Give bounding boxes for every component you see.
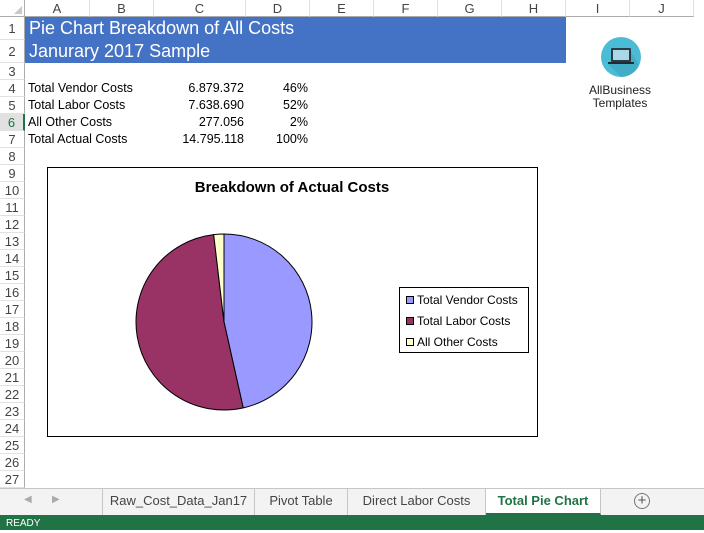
sheet-tab[interactable]: Pivot Table [255, 489, 348, 515]
sheet-subtitle: Janurary 2017 Sample [29, 41, 211, 61]
cost-label[interactable]: All Other Costs [28, 115, 113, 129]
legend-label: All Other Costs [417, 335, 498, 349]
row-header-12[interactable]: 12 [0, 216, 25, 233]
legend-entry[interactable]: Total Labor Costs [406, 313, 510, 329]
row-header-14[interactable]: 14 [0, 250, 25, 267]
pie-chart[interactable]: Breakdown of Actual Costs Total Vendor C… [47, 167, 538, 437]
status-bar: READY [0, 515, 704, 530]
cost-value[interactable]: 7.638.690 [188, 98, 244, 112]
sheet-title: Pie Chart Breakdown of All Costs [29, 18, 295, 38]
row-header-22[interactable]: 22 [0, 386, 25, 403]
row-header-20[interactable]: 20 [0, 352, 25, 369]
legend-swatch [406, 296, 414, 304]
scroll-left-icon[interactable]: ◀ [24, 494, 32, 505]
sheet-tab-bar: ◀ ▶ Raw_Cost_Data_Jan17 Pivot Table Direct… [0, 488, 704, 515]
column-header-C[interactable]: C [154, 0, 246, 17]
legend-entry[interactable]: Total Vendor Costs [406, 292, 518, 308]
row-header-27[interactable]: 27 [0, 471, 25, 488]
row-header-25[interactable]: 25 [0, 437, 25, 454]
row-header-18[interactable]: 18 [0, 318, 25, 335]
row-header-10[interactable]: 10 [0, 182, 25, 199]
cost-percent[interactable]: 52% [282, 98, 308, 112]
add-sheet-button[interactable]: + [634, 493, 650, 509]
cost-percent[interactable]: 100% [276, 132, 308, 146]
column-header-H[interactable]: H [502, 0, 566, 17]
row-header-4[interactable]: 4 [0, 80, 25, 97]
row-header-8[interactable]: 8 [0, 148, 25, 165]
legend-swatch [406, 338, 414, 346]
legend-entry[interactable]: All Other Costs [406, 334, 498, 350]
cost-label[interactable]: Total Labor Costs [28, 98, 126, 112]
row-header-7[interactable]: 7 [0, 131, 25, 148]
select-all-corner[interactable] [0, 0, 25, 17]
cost-value[interactable]: 6.879.372 [188, 81, 244, 95]
row-header-3[interactable]: 3 [0, 63, 25, 80]
chart-legend[interactable]: Total Vendor Costs Total Labor Costs All O… [399, 287, 529, 353]
column-header-B[interactable]: B [90, 0, 154, 17]
title-banner[interactable]: Pie Chart Breakdown of All Costs Janurar… [25, 17, 566, 63]
legend-swatch [406, 317, 414, 325]
column-header-I[interactable]: I [566, 0, 630, 17]
pie-slice-all-other-costs[interactable] [213, 233, 225, 323]
row-header-21[interactable]: 21 [0, 369, 25, 386]
cost-label[interactable]: Total Actual Costs [28, 132, 128, 146]
sheet-tab[interactable]: Total Pie Chart [486, 489, 601, 515]
cost-label[interactable]: Total Vendor Costs [28, 81, 133, 95]
pie-slice-total-vendor-costs[interactable] [223, 233, 313, 409]
row-header-16[interactable]: 16 [0, 284, 25, 301]
legend-label: Total Labor Costs [417, 314, 511, 328]
cost-percent[interactable]: 46% [282, 81, 308, 95]
scroll-right-icon[interactable]: ▶ [52, 494, 60, 505]
row-header-17[interactable]: 17 [0, 301, 25, 318]
laptop-icon [601, 37, 641, 77]
row-header-2[interactable]: 2 [0, 40, 25, 63]
chart-title: Breakdown of Actual Costs [194, 179, 390, 196]
row-header-5[interactable]: 5 [0, 97, 25, 114]
allbusiness-logo: AllBusiness Templates [585, 35, 655, 110]
column-header-J[interactable]: J [630, 0, 694, 17]
column-header-G[interactable]: G [438, 0, 502, 17]
column-header-A[interactable]: A [25, 0, 90, 17]
row-header-13[interactable]: 13 [0, 233, 25, 250]
sheet-tab[interactable]: Direct Labor Costs [348, 489, 486, 515]
row-header-11[interactable]: 11 [0, 199, 25, 216]
logo-text-2: Templates [592, 96, 648, 110]
row-header-23[interactable]: 23 [0, 403, 25, 420]
pie-slice-total-labor-costs[interactable] [135, 234, 244, 411]
column-header-F[interactable]: F [374, 0, 438, 17]
row-header-6[interactable]: 6 [0, 114, 25, 131]
sheet-tab[interactable]: Raw_Cost_Data_Jan17 [102, 489, 255, 515]
column-header-D[interactable]: D [246, 0, 310, 17]
row-header-19[interactable]: 19 [0, 335, 25, 352]
logo-text-1: AllBusiness [588, 83, 652, 97]
legend-label: Total Vendor Costs [417, 293, 518, 307]
pie-plot [135, 233, 313, 411]
row-header-9[interactable]: 9 [0, 165, 25, 182]
status-text: READY [6, 518, 41, 529]
row-header-1[interactable]: 1 [0, 17, 25, 40]
cost-value[interactable]: 14.795.118 [182, 132, 244, 146]
row-header-26[interactable]: 26 [0, 454, 25, 471]
cost-value[interactable]: 277.056 [198, 115, 244, 129]
row-header-15[interactable]: 15 [0, 267, 25, 284]
cost-percent[interactable]: 2% [289, 115, 308, 129]
column-header-E[interactable]: E [310, 0, 374, 17]
row-header-24[interactable]: 24 [0, 420, 25, 437]
